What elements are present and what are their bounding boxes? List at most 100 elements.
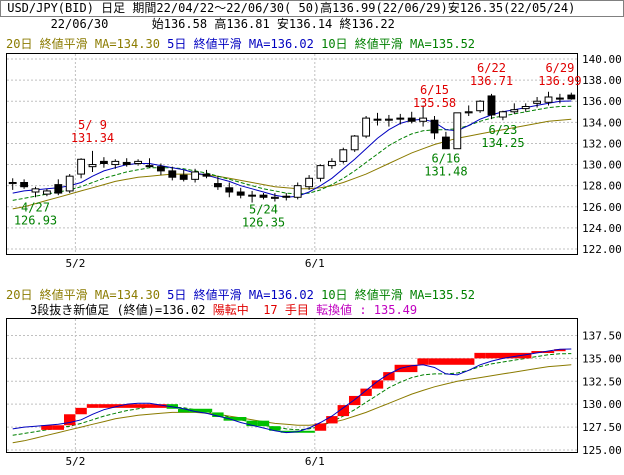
candle-body bbox=[134, 160, 143, 164]
ma5-label: 5日 終値平滑 MA=136.02 bbox=[167, 37, 314, 51]
candle-ytick-label: 128.00 bbox=[582, 180, 622, 193]
tlb-block-run bbox=[257, 420, 270, 427]
tlb-block-run bbox=[485, 352, 532, 359]
tlb-block-run bbox=[189, 408, 213, 413]
tlb-xtick-label: 5/2 bbox=[65, 455, 85, 468]
ma20-label: 20日 終値平滑 MA=134.30 bbox=[6, 37, 160, 51]
candle-xtick-label: 6/1 bbox=[305, 257, 325, 270]
tlb-block bbox=[337, 405, 349, 417]
candle-body bbox=[65, 175, 74, 192]
annotation-value: 134.25 bbox=[481, 136, 524, 150]
tlb-block bbox=[246, 420, 258, 427]
tlb-xtick-label: 6/1 bbox=[305, 455, 325, 468]
candle-body bbox=[88, 164, 97, 168]
tlb-block bbox=[383, 372, 395, 381]
candle-body bbox=[453, 112, 462, 150]
period-low: 安126.35(22/05/24) bbox=[447, 1, 576, 15]
ma-legend-top: 20日 終値平滑 MA=134.30 5日 終値平滑 MA=136.02 10日… bbox=[6, 37, 475, 51]
tlb-block-run bbox=[52, 425, 64, 430]
candle-ytick-label: 132.00 bbox=[582, 137, 622, 150]
candle-body bbox=[327, 160, 336, 167]
annotation-value: 136.71 bbox=[470, 74, 513, 88]
tlb-ma20-line bbox=[12, 364, 572, 444]
tlb-block bbox=[64, 414, 76, 426]
candle-body bbox=[464, 111, 473, 114]
candle-ytick-label: 122.00 bbox=[582, 243, 622, 256]
candle-body bbox=[54, 184, 63, 194]
candle-body bbox=[202, 173, 211, 177]
threeline-info: 3段抜き新値足 (終値)=136.02 陽転中 17 手目 転換値 : 135.… bbox=[30, 303, 417, 317]
tlb-frame bbox=[6, 318, 578, 453]
threeline-reversal: 転換値 : 135.49 bbox=[316, 303, 418, 317]
tlb-block-run bbox=[406, 364, 418, 373]
annotation-date: 6/16 bbox=[431, 152, 460, 166]
ma5-label-bottom: 5日 終値平滑 MA=136.02 bbox=[167, 288, 314, 302]
tlb-block bbox=[314, 423, 327, 431]
tlb-block bbox=[554, 349, 566, 352]
candle-body bbox=[498, 111, 507, 118]
period-label: 期間22/04/22～22/06/30( 50) bbox=[132, 1, 321, 15]
tlb-ytick-label: 125.00 bbox=[582, 444, 622, 457]
annotation-date: 6/22 bbox=[477, 61, 506, 75]
candle-body bbox=[77, 158, 86, 175]
candle-body bbox=[293, 185, 302, 198]
tlb-ytick-label: 135.00 bbox=[582, 352, 622, 365]
annotation-value: 131.34 bbox=[71, 131, 114, 145]
tlb-block bbox=[75, 407, 87, 415]
candle-body bbox=[168, 170, 177, 178]
threeline-label: 3段抜き新値足 (終値)=136.02 bbox=[30, 303, 206, 317]
candle-body bbox=[20, 182, 29, 188]
ma10-line bbox=[12, 105, 572, 201]
tlb-ytick-label: 130.00 bbox=[582, 398, 622, 411]
tlb-ytick-label: 127.50 bbox=[582, 421, 622, 434]
candle-body bbox=[362, 117, 371, 137]
candle-body bbox=[270, 196, 279, 199]
tlb-block-run bbox=[235, 417, 247, 421]
candle-ytick-label: 124.00 bbox=[582, 222, 622, 235]
tlb-block bbox=[531, 351, 543, 354]
candle-body bbox=[384, 118, 393, 121]
candle-body bbox=[111, 160, 120, 166]
threeline-count: 17 手目 bbox=[263, 303, 309, 317]
tlb-block bbox=[212, 412, 224, 418]
candle-body bbox=[99, 160, 108, 164]
annotation-date: 6/23 bbox=[488, 123, 517, 137]
candle-body bbox=[555, 97, 564, 100]
candle-ytick-label: 134.00 bbox=[582, 116, 622, 129]
high-value: 高136.81 bbox=[214, 17, 270, 31]
annotation-value: 131.48 bbox=[424, 165, 467, 179]
candle-body bbox=[31, 188, 40, 193]
open-value: 始136.58 bbox=[151, 17, 208, 31]
three-line-break-chart: 125.00 127.50 130.00 132.50 135.00 137.50 5/2 6… bbox=[6, 318, 622, 468]
candle-body bbox=[510, 109, 519, 113]
candle-ytick-label: 140.00 bbox=[582, 53, 622, 66]
candle-body bbox=[373, 118, 382, 121]
annotation-date: 5/24 bbox=[249, 202, 278, 216]
candle-body bbox=[259, 194, 268, 198]
candle-ytick-label: 126.00 bbox=[582, 201, 622, 214]
candle-body bbox=[305, 177, 314, 188]
candle-body bbox=[122, 161, 131, 166]
tlb-block bbox=[360, 388, 372, 396]
tlb-block bbox=[371, 380, 384, 389]
candle-body bbox=[441, 136, 450, 150]
candle-body bbox=[179, 174, 188, 180]
annotation-value: 126.93 bbox=[14, 213, 57, 227]
tlb-block bbox=[41, 425, 53, 430]
pair-label: USD/JPY(BID) bbox=[7, 1, 94, 15]
annotation-date: 6/15 bbox=[420, 83, 449, 97]
candle-body bbox=[156, 166, 165, 172]
threeline-status: 陽転中 bbox=[212, 303, 249, 317]
candle-body bbox=[521, 106, 530, 110]
candle-body bbox=[339, 149, 348, 162]
candle-body bbox=[476, 100, 485, 112]
period-high: 高136.99(22/06/29) bbox=[320, 1, 448, 15]
candle-body bbox=[42, 190, 51, 195]
current-date: 22/06/30 bbox=[50, 17, 109, 31]
low-value: 安136.14 bbox=[276, 17, 333, 31]
candle-body bbox=[191, 171, 200, 180]
candle-body bbox=[533, 100, 542, 104]
tlb-block-run bbox=[98, 404, 167, 408]
candle-body bbox=[487, 95, 496, 116]
annotation-date: 4/27 bbox=[21, 200, 50, 214]
